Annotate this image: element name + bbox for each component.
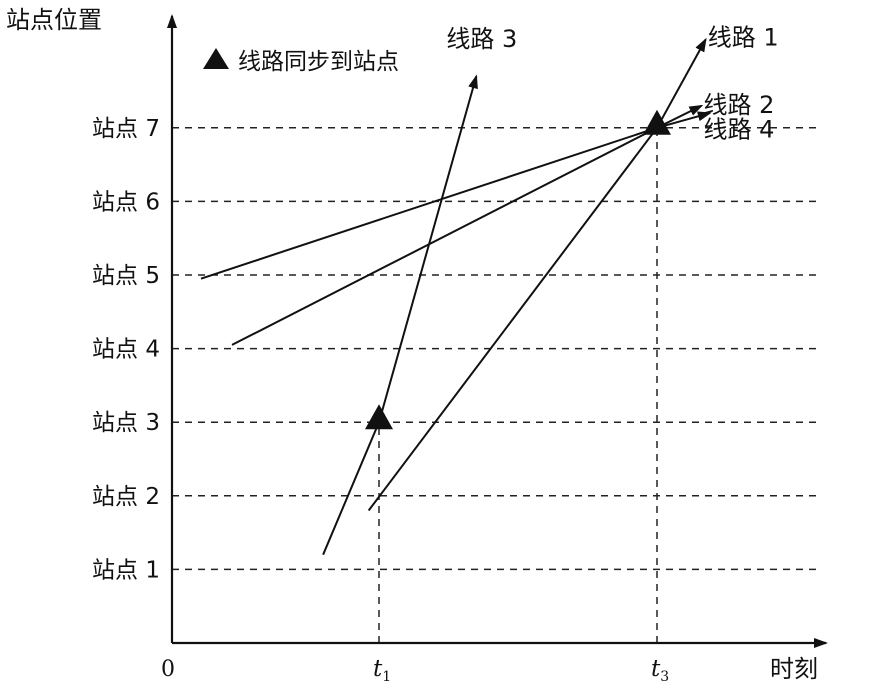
- x-tick-label: t1: [373, 656, 391, 685]
- route-label: 线路 3: [446, 25, 517, 53]
- legend-triangle-icon: [203, 48, 229, 69]
- labels: 站点 1 站点 2 站点 3 站点 4 站点 5 站点 6 站点 7 t1 t3 线路 1 线路 2…: [92, 23, 779, 685]
- sync-triangle-icon: [365, 404, 393, 430]
- route-line-3: [322, 74, 478, 556]
- route-label: 线路 4: [704, 115, 775, 143]
- axes: [167, 14, 828, 648]
- x-tick-label: t3: [651, 656, 669, 685]
- y-tick-label: 站点 6: [92, 189, 160, 215]
- route-lines: [200, 37, 712, 556]
- y-tick-label: 站点 7: [92, 116, 160, 142]
- legend: 线路同步到站点: [203, 48, 399, 75]
- y-tick-label: 站点 1: [92, 557, 160, 583]
- y-tick-label: 站点 3: [92, 410, 160, 436]
- y-tick-label: 站点 4: [92, 337, 160, 363]
- y-tick-label: 站点 2: [92, 484, 160, 510]
- station-gridlines: [172, 127, 822, 643]
- route-label: 线路 1: [708, 23, 779, 51]
- y-axis-label: 站点位置: [6, 6, 102, 34]
- route-line-4: [200, 111, 712, 280]
- sync-markers: [365, 109, 671, 430]
- route-line-2: [231, 104, 704, 346]
- sync-triangle-icon: [643, 109, 671, 135]
- route-label: 线路 2: [704, 91, 775, 119]
- legend-label: 线路同步到站点: [238, 49, 399, 75]
- origin-label: 0: [161, 657, 175, 682]
- x-axis-label: 时刻: [770, 655, 818, 683]
- y-tick-label: 站点 5: [92, 263, 160, 289]
